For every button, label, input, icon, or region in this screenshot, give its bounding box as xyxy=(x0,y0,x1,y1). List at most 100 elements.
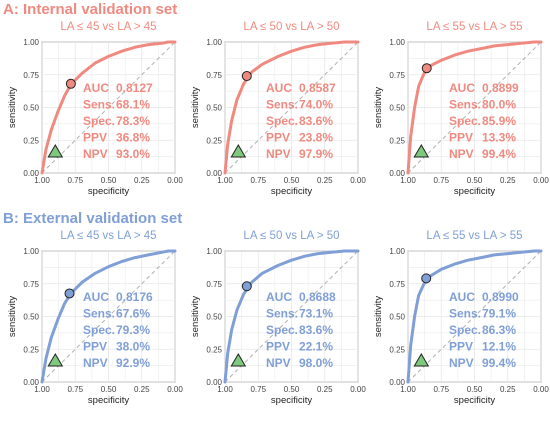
x-axis-title: specificity xyxy=(454,395,495,406)
metric-label: Sens. xyxy=(449,98,481,112)
section-title: A: Internal validation set xyxy=(3,1,177,18)
metric-value: 86.3% xyxy=(482,323,516,337)
metric-value: 78.3% xyxy=(116,114,150,128)
metric-label: PPV xyxy=(83,131,107,145)
metric-label: Spec. xyxy=(83,323,115,337)
x-tick-label: 0.75 xyxy=(433,385,449,394)
metric-label: NPV xyxy=(266,147,291,161)
x-tick-label: 0.50 xyxy=(467,385,483,394)
metric-value: 73.1% xyxy=(299,307,333,321)
x-tick-label: 1.00 xyxy=(400,176,416,185)
operating-point-marker xyxy=(241,281,252,292)
operating-point-marker xyxy=(421,273,432,284)
y-tick-label: 0.25 xyxy=(206,136,222,145)
metric-value: 22.1% xyxy=(299,340,333,354)
metric-value: 23.8% xyxy=(299,131,333,145)
x-tick-label: 0.75 xyxy=(250,385,266,394)
y-tick-label: 0.25 xyxy=(389,136,405,145)
metric-label: NPV xyxy=(449,147,474,161)
metric-value: 98.0% xyxy=(299,356,333,370)
x-tick-label: 1.00 xyxy=(217,385,233,394)
metric-value: 36.8% xyxy=(116,131,150,145)
reference-diagonal xyxy=(224,250,359,383)
metric-label: Sens. xyxy=(449,307,481,321)
metric-value: 85.9% xyxy=(482,114,516,128)
metric-label: PPV xyxy=(266,340,290,354)
reference-diagonal xyxy=(407,250,542,383)
reference-diagonal xyxy=(407,41,542,174)
x-axis-title: specificity xyxy=(88,186,129,197)
x-tick-label: 1.00 xyxy=(34,176,50,185)
y-axis-title: sensitivity xyxy=(373,296,384,337)
metric-label: PPV xyxy=(449,340,473,354)
roc-curve xyxy=(223,249,360,384)
triangle-marker xyxy=(47,144,64,158)
x-tick-label: 0.25 xyxy=(317,176,333,185)
y-tick-label: 1.00 xyxy=(206,247,222,256)
x-tick-label: 0.00 xyxy=(533,385,549,394)
panel-title: LA ≤ 45 vs LA > 45 xyxy=(60,21,156,33)
metric-value: 93.0% xyxy=(116,147,150,161)
metric-value: 0.8176 xyxy=(116,290,153,304)
metric-value: 79.3% xyxy=(116,323,150,337)
y-axis-title: sensitivity xyxy=(7,87,18,128)
metric-value: 0.8990 xyxy=(482,290,519,304)
metric-value: 67.6% xyxy=(116,307,150,321)
y-tick-label: 0.00 xyxy=(23,169,39,178)
metric-label: AUC xyxy=(266,290,292,304)
x-tick-label: 1.00 xyxy=(34,385,50,394)
metric-label: Spec. xyxy=(266,114,298,128)
metric-label: Sens. xyxy=(83,307,115,321)
y-tick-label: 0.50 xyxy=(206,104,222,113)
y-tick-label: 0.00 xyxy=(206,378,222,387)
y-tick-label: 0.75 xyxy=(206,71,222,80)
metric-value: 0.8899 xyxy=(482,81,519,95)
operating-point-marker xyxy=(64,288,75,299)
metric-value: 0.8127 xyxy=(116,81,153,95)
metric-label: Spec. xyxy=(449,114,481,128)
x-tick-label: 0.50 xyxy=(284,176,300,185)
metric-value: 0.8688 xyxy=(299,290,336,304)
y-tick-label: 0.50 xyxy=(389,313,405,322)
y-tick-label: 0.75 xyxy=(389,280,405,289)
x-tick-label: 0.75 xyxy=(67,176,83,185)
x-axis-title: specificity xyxy=(271,186,312,197)
metric-value: 13.3% xyxy=(482,131,516,145)
x-tick-label: 0.75 xyxy=(433,176,449,185)
y-tick-label: 0.75 xyxy=(389,71,405,80)
metric-value: 68.1% xyxy=(116,98,150,112)
metric-label: NPV xyxy=(266,356,291,370)
y-tick-label: 1.00 xyxy=(389,247,405,256)
metric-label: AUC xyxy=(83,290,109,304)
y-tick-label: 0.00 xyxy=(206,169,222,178)
x-tick-label: 1.00 xyxy=(217,176,233,185)
y-tick-label: 0.50 xyxy=(389,104,405,113)
y-tick-label: 0.75 xyxy=(206,280,222,289)
y-axis-title: sensitivity xyxy=(7,296,18,337)
y-tick-label: 0.00 xyxy=(23,378,39,387)
panel-title: LA ≤ 50 vs LA > 50 xyxy=(243,21,339,33)
x-tick-label: 0.75 xyxy=(67,385,83,394)
metric-value: 83.6% xyxy=(299,114,333,128)
x-tick-label: 0.25 xyxy=(134,176,150,185)
roc-curve xyxy=(406,249,543,384)
metric-value: 92.9% xyxy=(116,356,150,370)
x-tick-label: 0.50 xyxy=(467,176,483,185)
x-axis-title: specificity xyxy=(271,395,312,406)
y-tick-label: 0.00 xyxy=(389,169,405,178)
metric-value: 97.9% xyxy=(299,147,333,161)
metric-label: PPV xyxy=(266,131,290,145)
panel-title: LA ≤ 45 vs LA > 45 xyxy=(60,230,156,242)
metric-label: PPV xyxy=(83,340,107,354)
y-axis-title: sensitivity xyxy=(190,296,201,337)
x-tick-label: 0.25 xyxy=(500,176,516,185)
reference-diagonal xyxy=(41,250,176,383)
x-tick-label: 0.50 xyxy=(284,385,300,394)
roc-curve xyxy=(223,40,360,175)
metric-value: 99.4% xyxy=(482,147,516,161)
metric-label: Sens. xyxy=(266,307,298,321)
operating-point-marker xyxy=(65,78,76,89)
